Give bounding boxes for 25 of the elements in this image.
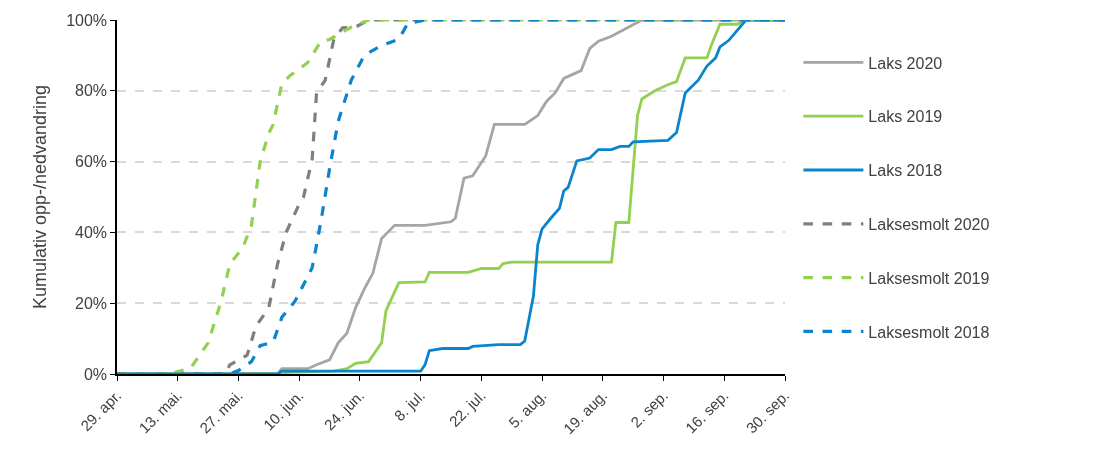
y-tick-label: 100% <box>66 11 108 29</box>
x-tick-label: 29. apr. <box>77 386 125 435</box>
legend-label: Laksesmolt 2020 <box>868 216 990 234</box>
y-tick-label: 40% <box>75 224 108 241</box>
y-tick-label: 0% <box>83 365 108 383</box>
legend-label: Laksesmolt 2019 <box>868 269 990 287</box>
y-tick-label: 80% <box>75 82 108 100</box>
legend-label: Laksesmolt 2018 <box>868 323 990 341</box>
x-tick-label: 2. sep. <box>627 386 671 431</box>
y-axis-title: Kumulativ opp-/nedvandring <box>29 84 50 310</box>
y-tick-label: 60% <box>75 153 108 171</box>
x-tick-label: 30. sep. <box>742 386 793 437</box>
x-tick-label: 19. aug. <box>559 386 611 438</box>
x-tick-label: 27. mai. <box>196 386 246 437</box>
x-tick-label: 24. jun. <box>320 386 368 434</box>
x-tick-label: 22. jul. <box>445 386 489 430</box>
x-tick-label: 13. mai. <box>135 386 186 437</box>
x-tick-label: 5. aug. <box>505 386 550 432</box>
y-tick-label: 20% <box>75 294 108 312</box>
x-tick-label: 16. sep. <box>681 386 732 437</box>
legend-label: Laks 2020 <box>868 54 943 72</box>
legend-label: Laks 2018 <box>868 162 943 180</box>
x-tick-label: 10. jun. <box>259 386 307 434</box>
legend-label: Laks 2019 <box>868 108 943 126</box>
x-tick-label: 8. jul. <box>390 386 429 425</box>
